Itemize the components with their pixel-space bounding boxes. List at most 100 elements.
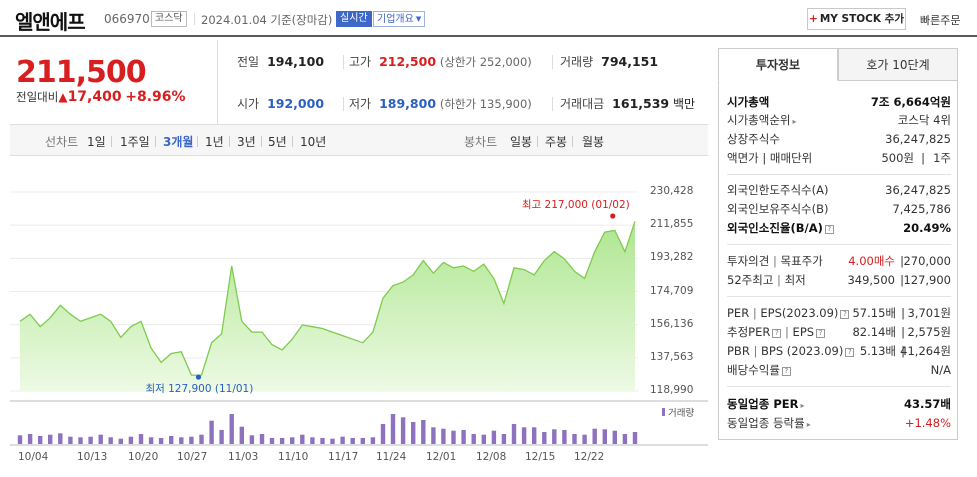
w52-label: 52주최고 | 최저 — [727, 273, 806, 287]
volume-bar — [360, 438, 365, 444]
help-icon[interactable]: ? — [840, 310, 850, 319]
tab-hoga[interactable]: 호가 10단계 — [838, 48, 958, 81]
volume-bar — [290, 437, 295, 444]
current-price: 211,500 — [16, 55, 147, 90]
tab-monthly[interactable]: 월봉 — [582, 135, 605, 149]
stat-divider — [552, 97, 553, 111]
stat-high-label: 고가 — [349, 55, 372, 69]
y-tick-label: 211,855 — [650, 218, 694, 231]
change-label: 전일대비 — [16, 90, 59, 104]
price-area — [20, 221, 635, 391]
par-value: 500원 — [881, 151, 914, 165]
dividend-text: 배당수익률 — [727, 363, 780, 377]
volume-legend-swatch — [662, 408, 665, 416]
stat-amount-label: 거래대금 — [560, 97, 605, 111]
stat-low-label: 저가 — [349, 97, 372, 111]
divider — [727, 386, 951, 387]
foreign-ratio-label: 외국인소진율(B/A)? — [727, 220, 834, 236]
stat-divider — [552, 55, 553, 69]
x-tick-label: 12/01 — [426, 451, 457, 463]
target-price-value: 270,000 — [903, 254, 951, 268]
stat-open: 시가 192,000 — [237, 95, 324, 112]
volume-bar — [340, 436, 345, 444]
bps-text: BPS (2023.09) — [761, 344, 844, 358]
help-icon[interactable]: ? — [781, 367, 791, 376]
stat-low-value: 189,800 — [379, 96, 437, 111]
stat-volume: 거래량 794,151 — [560, 53, 658, 70]
stock-code: 066970 — [104, 12, 150, 26]
volume-bar — [279, 438, 285, 444]
tab-5year[interactable]: 5년 — [268, 135, 287, 149]
foreign-limit-label: 외국인한도주식수(A) — [727, 183, 829, 197]
volume-bar — [169, 436, 174, 444]
stat-open-label: 시가 — [237, 97, 260, 111]
volume-bar — [27, 434, 33, 444]
tab-divider — [197, 136, 198, 147]
industry-change-label: 동일업종 등락률 ▸ — [727, 415, 811, 433]
eps-value: 3,701원 — [907, 306, 951, 320]
price-stats: 전일 194,100 고가 212,500 (상한가 252,000) 거래량 794… — [219, 40, 708, 124]
dividend-value: N/A — [930, 363, 951, 377]
help-icon[interactable]: ? — [816, 329, 826, 338]
est-per-label: 추정PER? | EPS? — [727, 324, 826, 340]
cap-rank-value: 코스닥 4위 — [897, 113, 951, 127]
realtime-button[interactable]: 실시간 — [336, 11, 372, 27]
help-icon[interactable]: ? — [824, 225, 834, 234]
tab-3month[interactable]: 3개월 — [163, 135, 194, 149]
high-marker — [610, 213, 616, 219]
volume-bar — [390, 414, 396, 444]
help-icon[interactable]: ? — [845, 348, 855, 357]
x-tick-label: 11/24 — [376, 451, 407, 463]
volume-bar — [239, 426, 244, 444]
bps-value: 41,264원 — [900, 344, 951, 358]
volume-bar — [138, 434, 144, 444]
stat-prev: 전일 194,100 — [237, 53, 324, 70]
volume-bar — [229, 414, 234, 444]
per-text: PER — [727, 306, 750, 320]
industry-per-label: 동일업종 PER ▸ — [727, 396, 804, 414]
company-info-button[interactable]: 기업개요 ▼ — [373, 11, 426, 27]
tab-invest-info[interactable]: 투자정보 — [718, 48, 838, 81]
tab-divider — [155, 136, 156, 147]
y-tick-label: 230,428 — [650, 185, 694, 197]
tab-divider — [292, 136, 293, 147]
volume-bar — [219, 430, 224, 444]
est-per-value: 82.14배 — [852, 325, 896, 339]
market-cap-value: 7조 6,664억원 — [870, 95, 951, 109]
tab-weekly[interactable]: 주봉 — [545, 135, 568, 149]
volume-bar — [310, 437, 315, 444]
stat-amount: 거래대금 161,539 백만 — [560, 95, 695, 112]
quick-order-link[interactable]: 빠른주문 — [920, 14, 961, 27]
foreign-hold-value: 7,425,786 — [892, 202, 951, 216]
shares-label: 상장주식수 — [727, 132, 780, 146]
tab-daily[interactable]: 일봉 — [510, 135, 533, 149]
x-tick-label: 11/10 — [278, 451, 309, 463]
mystock-add-button[interactable]: + MY STOCK 추가 — [807, 8, 906, 30]
volume-bar — [249, 435, 255, 444]
x-tick-label: 12/08 — [476, 451, 507, 463]
cap-rank-label: 시가총액순위 ▸ — [727, 112, 797, 130]
volume-bar — [330, 438, 335, 444]
volume-bar — [572, 434, 577, 444]
x-tick-label: 11/17 — [328, 451, 359, 463]
tab-1week[interactable]: 1주일 — [120, 135, 150, 149]
x-tick-label: 10/20 — [128, 451, 159, 463]
mystock-label: MY STOCK 추가 — [819, 13, 904, 25]
chevron-right-icon: ▸ — [792, 117, 797, 126]
volume-bar — [350, 438, 355, 444]
tab-10year[interactable]: 10년 — [300, 135, 327, 149]
tab-1year[interactable]: 1년 — [205, 135, 224, 149]
x-tick-label: 11/03 — [228, 451, 259, 463]
tab-divider — [261, 136, 262, 147]
stock-header: 엘앤에프 066970 코스닥 2024.01.04 기준(장마감) 실시간 기… — [0, 0, 977, 37]
help-icon[interactable]: ? — [772, 329, 782, 338]
tab-1day[interactable]: 1일 — [87, 135, 106, 149]
divider — [727, 174, 951, 175]
tab-3year[interactable]: 3년 — [237, 135, 256, 149]
per-value: 57.15배 — [852, 306, 896, 320]
stat-divider — [343, 97, 344, 111]
volume-bar — [471, 434, 476, 444]
trade-unit-value: 1주 — [933, 151, 951, 165]
foreign-limit-value: 36,247,825 — [885, 183, 951, 197]
volume-bar — [108, 437, 113, 444]
